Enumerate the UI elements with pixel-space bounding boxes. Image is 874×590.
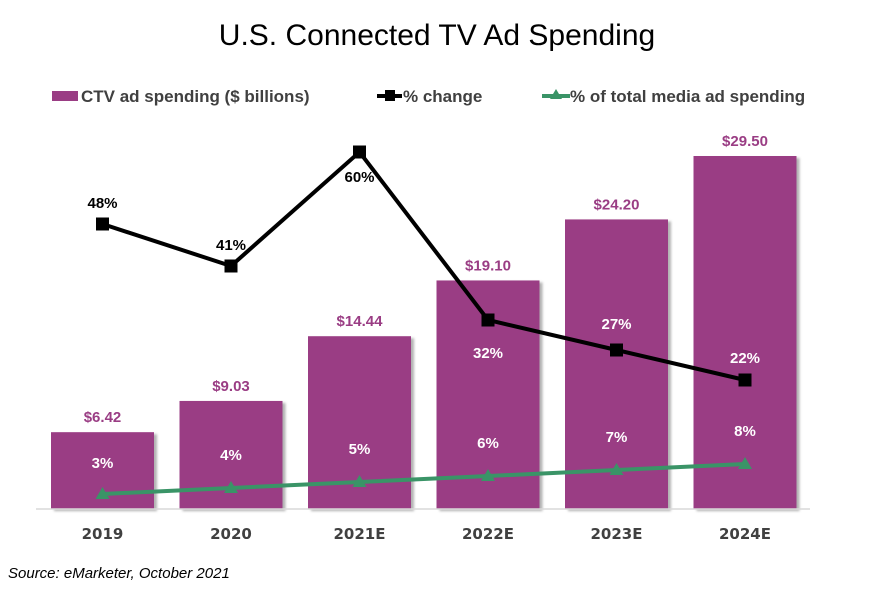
pct-change-marker-square	[610, 343, 623, 357]
bar-value-label: $24.20	[594, 196, 640, 213]
pct-change-label: 22%	[730, 350, 760, 367]
x-axis-ticks: 2019 2020 2021E 2022E 2023E 2024E	[82, 525, 771, 543]
pct-total-marker-triangle	[95, 487, 110, 499]
pct-change-label: 48%	[87, 195, 117, 212]
pct-total-label: 6%	[477, 435, 499, 452]
pct-change-label: 27%	[601, 316, 631, 333]
pct-total-series: 3% 4% 5% 6% 7% 8%	[92, 423, 756, 499]
pct-total-label: 5%	[349, 441, 371, 458]
legend-triangle-marker-icon	[550, 89, 562, 99]
x-tick-label: 2021E	[334, 525, 386, 543]
bar-value-label: $19.10	[465, 257, 511, 274]
pct-total-label: 3%	[92, 455, 114, 472]
pct-change-series: 48% 41% 60% 32% 27% 22%	[87, 145, 760, 387]
legend-swatch-bar	[52, 91, 78, 101]
pct-change-marker-square	[224, 259, 238, 273]
pct-total-marker-triangle	[481, 469, 495, 481]
source-note: Source: eMarketer, October 2021	[8, 565, 230, 582]
pct-total-marker-triangle	[352, 475, 367, 487]
bar-value-label: $9.03	[212, 378, 250, 395]
bar-2024E	[693, 156, 797, 509]
bar-value-label: $6.42	[84, 409, 122, 426]
bar-series	[51, 156, 797, 509]
bar-value-label: $14.44	[337, 313, 384, 330]
pct-total-label: 4%	[220, 447, 242, 464]
bar-value-label: $29.50	[722, 133, 768, 150]
legend-item-pct-change: % change	[377, 87, 482, 106]
pct-total-marker-triangle	[609, 463, 624, 475]
pct-change-marker-square	[96, 217, 109, 231]
bar-2023E	[565, 219, 668, 509]
legend-label: % of total media ad spending	[570, 87, 805, 106]
pct-change-line	[101, 149, 746, 382]
x-tick-label: 2023E	[591, 525, 643, 543]
pct-total-marker-triangle	[738, 457, 752, 469]
x-tick-label: 2019	[82, 525, 124, 543]
pct-total-label: 8%	[734, 423, 756, 440]
pct-change-label: 41%	[216, 237, 246, 254]
pct-total-label: 7%	[606, 429, 628, 446]
x-tick-label: 2024E	[719, 525, 771, 543]
legend-item-ctv-spending: CTV ad spending ($ billions)	[52, 87, 310, 106]
legend-square-marker-icon	[385, 90, 395, 101]
legend-label: % change	[403, 87, 482, 106]
pct-change-marker-square	[353, 145, 366, 159]
x-tick-label: 2020	[210, 525, 252, 543]
pct-total-marker-triangle	[224, 481, 238, 493]
pct-change-label: 60%	[344, 169, 374, 186]
pct-change-label: 32%	[473, 345, 503, 362]
bar-data-labels: $6.42 $9.03 $14.44 $19.10 $24.20 $29.50	[84, 133, 768, 426]
pct-change-marker-square	[738, 373, 752, 387]
chart-title: U.S. Connected TV Ad Spending	[219, 19, 655, 52]
pct-total-line	[102, 462, 746, 496]
legend-label: CTV ad spending ($ billions)	[81, 87, 310, 106]
legend-item-pct-total: % of total media ad spending	[542, 87, 805, 106]
x-tick-label: 2022E	[462, 525, 514, 543]
pct-change-marker-square	[481, 313, 495, 327]
legend: CTV ad spending ($ billions) % change % …	[52, 87, 805, 106]
